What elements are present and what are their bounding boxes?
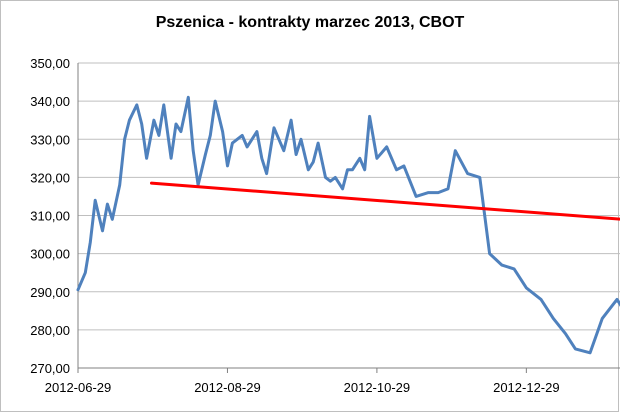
- y-tick-label: 270,00: [30, 361, 70, 376]
- chart-title: Pszenica - kontrakty marzec 2013, CBOT: [155, 14, 465, 31]
- y-tick-label: 320,00: [30, 170, 70, 185]
- x-tick-label: 2012-06-29: [45, 380, 112, 395]
- series-lines: [76, 95, 620, 355]
- x-tick-labels: 2012-06-29 2012-08-29 2012-10-29 2012-12-29: [45, 368, 560, 395]
- x-tick-label: 2012-08-29: [194, 380, 261, 395]
- y-tick-label: 340,00: [30, 94, 70, 109]
- y-tick-label: 330,00: [30, 132, 70, 147]
- y-tick-label: 350,00: [30, 56, 70, 71]
- y-tick-labels: 270,00 280,00 290,00 300,00 310,00 320,00 330,…: [30, 56, 70, 376]
- y-tick-label: 300,00: [30, 247, 70, 262]
- price-series-line: [76, 95, 620, 355]
- gridlines: [77, 62, 620, 369]
- trend-line: [150, 181, 620, 221]
- x-tick-label: 2012-12-29: [493, 380, 560, 395]
- y-tick-label: 280,00: [30, 323, 70, 338]
- x-tick-label: 2012-10-29: [344, 380, 411, 395]
- y-tick-label: 310,00: [30, 209, 70, 224]
- y-tick-label: 290,00: [30, 285, 70, 300]
